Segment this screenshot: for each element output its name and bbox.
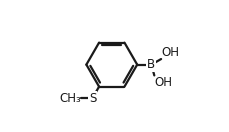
Text: S: S <box>88 92 96 105</box>
Text: OH: OH <box>154 76 172 89</box>
Text: CH₃: CH₃ <box>59 92 80 105</box>
Text: B: B <box>147 58 155 71</box>
Text: OH: OH <box>161 46 179 58</box>
